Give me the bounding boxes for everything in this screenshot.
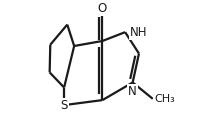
Text: S: S	[60, 99, 68, 112]
Text: NH: NH	[130, 26, 148, 39]
Text: O: O	[98, 1, 107, 15]
Text: CH₃: CH₃	[154, 94, 175, 104]
Text: N: N	[128, 85, 137, 98]
